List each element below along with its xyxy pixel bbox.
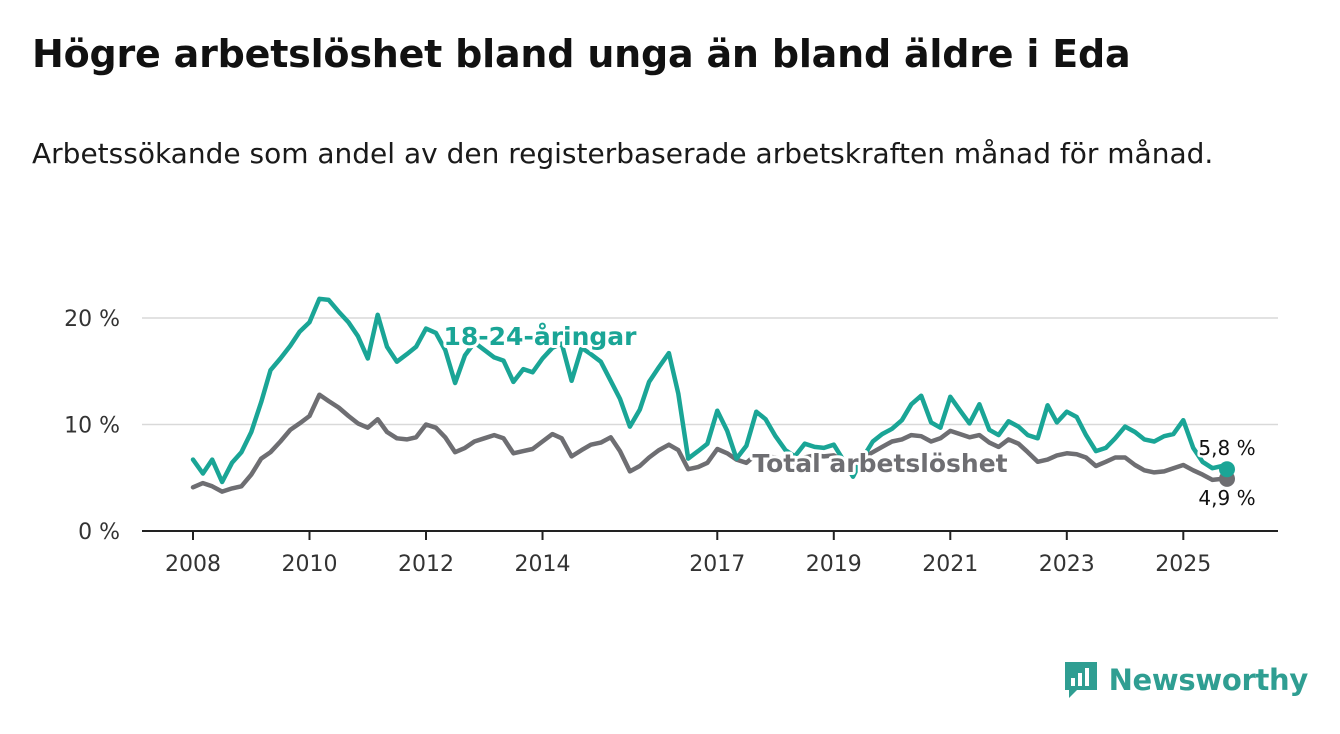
- x-tick-label: 2023: [1039, 552, 1095, 577]
- x-tick-label: 2025: [1155, 552, 1211, 577]
- x-tick-label: 2017: [689, 552, 745, 577]
- y-tick-label: 0 %: [78, 520, 120, 545]
- x-tick-label: 2010: [282, 552, 338, 577]
- x-tick-label: 2014: [515, 552, 571, 577]
- x-tick-label: 2019: [806, 552, 862, 577]
- y-tick-label: 20 %: [64, 307, 120, 332]
- end-label-total: 4,9 %: [1198, 486, 1255, 510]
- series-lines: [190, 296, 1235, 494]
- x-tick-label: 2012: [398, 552, 454, 577]
- gridlines: [142, 317, 1278, 426]
- series-label-youth: 18-24-åringar: [444, 322, 638, 351]
- series-line-total: [190, 392, 1230, 494]
- x-tick-label: 2021: [922, 552, 978, 577]
- y-tick-label: 10 %: [64, 414, 120, 439]
- newsworthy-logo-icon: [1064, 662, 1097, 698]
- series-line-youth: [190, 296, 1230, 485]
- series-end-point-youth: [1219, 461, 1235, 478]
- brand-name: Newsworthy: [1108, 663, 1309, 697]
- series-label-total: Total arbetslöshet: [752, 449, 1007, 478]
- axes: 0 % 10 % 20 % 2008 2010 2012 2014 2017 2019 2021 2…: [64, 307, 1278, 577]
- chart-title: Högre arbetslöshet bland unga än bland ä…: [32, 32, 1131, 76]
- brand-logo[interactable]: Newsworthy: [1063, 658, 1308, 702]
- chart-subtitle: Arbetssökande som andel av den registerb…: [32, 137, 1214, 170]
- series-labels: 18-24-åringar Total arbetslöshet 5,8 % 4,9 …: [441, 319, 1259, 513]
- x-tick-label: 2008: [165, 552, 221, 577]
- end-label-youth: 5,8 %: [1198, 436, 1255, 460]
